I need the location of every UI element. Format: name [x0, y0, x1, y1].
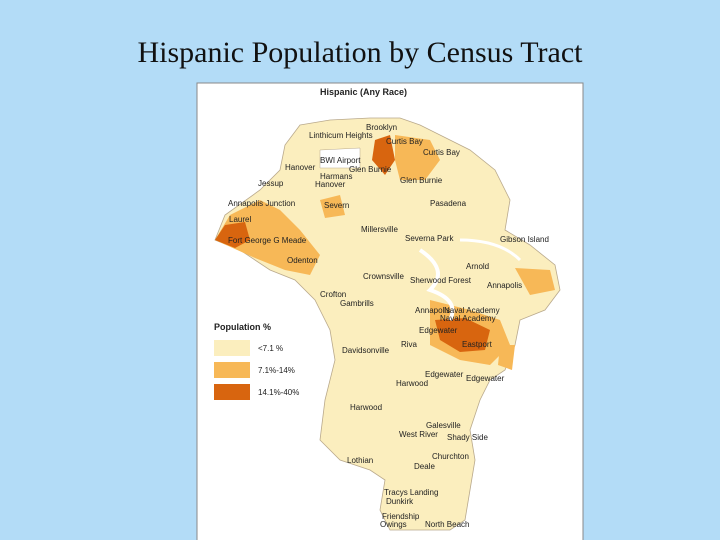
place-label: Churchton [432, 452, 469, 461]
place-label: Sherwood Forest [410, 276, 472, 285]
legend-swatch [214, 340, 250, 356]
legend-label: 14.1%-40% [258, 388, 299, 397]
region-medium [395, 135, 440, 180]
legend-title: Population % [214, 322, 271, 332]
place-label: Hanover [315, 180, 346, 189]
place-label: Curtis Bay [386, 137, 423, 146]
place-label: Dunkirk [386, 497, 414, 506]
place-label: Annapolis [487, 281, 522, 290]
place-label: Laurel [229, 215, 251, 224]
place-label: Harmans [320, 172, 352, 181]
region-medium [320, 195, 345, 218]
place-label: Crownsville [363, 272, 404, 281]
place-label: Brooklyn [366, 123, 397, 132]
place-label: Annapolis [415, 306, 450, 315]
place-label: Tracys Landing [384, 488, 438, 497]
region-medium [215, 200, 320, 275]
airport-area [319, 147, 361, 169]
place-label: Friendship [382, 512, 420, 521]
county-shape [214, 117, 561, 531]
region-high [435, 318, 490, 352]
place-label: Pasadena [430, 199, 467, 208]
place-label: Naval Academy [440, 314, 496, 323]
place-label: Glen Burnie [349, 165, 392, 174]
place-label: Davidsonville [342, 346, 390, 355]
place-label: BWI Airport [320, 156, 361, 165]
place-label: Shady Side [447, 433, 488, 442]
river [459, 238, 522, 262]
place-label: Arnold [466, 262, 489, 271]
place-label: Edgewater [425, 370, 464, 379]
legend-label: 7.1%-14% [258, 366, 295, 375]
place-label: Lothian [347, 456, 373, 465]
place-label: Harwood [396, 379, 428, 388]
place-label: Eastport [462, 340, 493, 349]
place-label: Fort George G Meade [228, 236, 307, 245]
place-label: Galesville [426, 421, 461, 430]
place-label: Gambrills [340, 299, 374, 308]
legend-swatch [214, 362, 250, 378]
map-title: Hispanic (Any Race) [320, 87, 407, 97]
place-label: West River [399, 430, 438, 439]
place-label: North Beach [425, 520, 469, 529]
region-high [372, 135, 395, 175]
legend-swatch [214, 384, 250, 400]
place-label: Owings [380, 520, 407, 529]
place-label: Gibson Island [500, 235, 549, 244]
place-label: Annapolis Junction [228, 199, 295, 208]
place-label: Millersville [361, 225, 398, 234]
place-label: Severn [324, 201, 349, 210]
place-label: Linthicum Heights [309, 131, 373, 140]
place-label: Edgewater [466, 374, 505, 383]
place-label: Hanover [285, 163, 316, 172]
place-label: Naval Academy [444, 306, 500, 315]
place-label: Harwood [350, 403, 382, 412]
region-medium [498, 345, 515, 370]
place-label: Severna Park [405, 234, 454, 243]
place-label: Riva [401, 340, 418, 349]
place-label: Edgewater [419, 326, 458, 335]
place-label: Deale [414, 462, 435, 471]
region-medium [515, 268, 555, 295]
place-label: Crofton [320, 290, 346, 299]
place-label: Jessup [258, 179, 284, 188]
region-high [215, 222, 250, 248]
slide-title: Hispanic Population by Census Tract [137, 36, 583, 69]
legend-label: <7.1 % [258, 344, 283, 353]
place-label: Glen Burnie [400, 176, 443, 185]
place-label: Curtis Bay [423, 148, 460, 157]
river [418, 248, 455, 321]
place-label: Odenton [287, 256, 318, 265]
